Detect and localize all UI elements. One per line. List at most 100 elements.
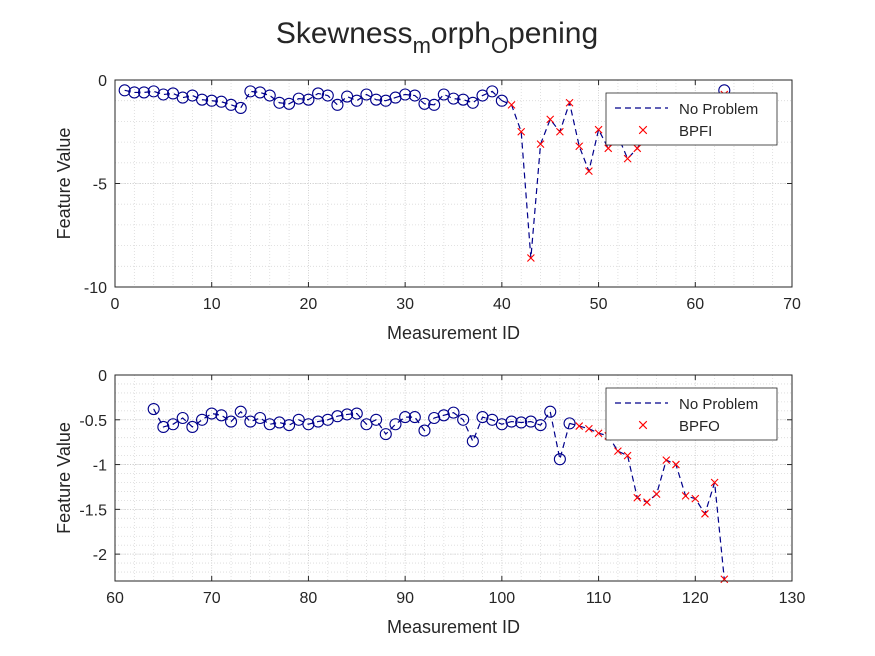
circle-marker: [341, 408, 354, 421]
circle-marker: [312, 87, 325, 100]
circle-marker: [399, 88, 412, 101]
circle-marker: [379, 428, 392, 441]
legend: No Problem BPFI: [605, 92, 778, 146]
circle-marker: [176, 411, 189, 425]
circle-marker: [244, 85, 257, 98]
circle-marker: [166, 418, 180, 431]
circle-marker: [137, 86, 151, 99]
circle-marker: [408, 89, 421, 102]
x-marker: [672, 460, 680, 469]
legend-box: [605, 387, 778, 441]
title-part-main: Skewness: [276, 17, 413, 50]
circle-marker: [215, 409, 228, 422]
x-tick-label: 40: [493, 296, 511, 313]
x-tick-label: 100: [489, 590, 516, 607]
x-marker: [575, 142, 584, 151]
legend-label-no-problem: No Problem: [679, 101, 758, 118]
x-tick-label: 0: [111, 296, 120, 313]
x-marker: [652, 490, 661, 499]
legend: No Problem BPFO: [605, 387, 778, 441]
circle-marker: [515, 416, 528, 429]
circle-marker: [283, 419, 296, 432]
x-tick-label: 60: [106, 590, 124, 607]
circle-marker: [563, 417, 576, 430]
series-line: [124, 89, 503, 109]
x-axis-label: Measurement ID: [387, 617, 520, 637]
circle-marker: [292, 413, 305, 426]
circle-marker: [360, 88, 373, 101]
x-marker: [507, 100, 516, 109]
circle-marker: [466, 96, 479, 109]
circle-marker: [370, 413, 383, 426]
x-tick-label: 50: [590, 296, 608, 313]
y-axis-label: Feature Value: [54, 128, 74, 240]
title-part-sub2: O: [491, 33, 508, 58]
y-tick-label: -1: [93, 458, 107, 475]
x-marker: [633, 493, 642, 502]
circle-marker: [186, 420, 199, 433]
circle-marker: [128, 86, 141, 99]
circle-marker: [312, 415, 325, 428]
y-tick-label: -5: [93, 177, 107, 194]
y-tick-label: -2: [93, 547, 107, 564]
y-tick-label: 0: [98, 73, 107, 90]
x-tick-label: 110: [586, 590, 612, 607]
y-tick-label: 0: [98, 368, 107, 385]
legend-label-fault: BPFO: [679, 418, 720, 435]
circle-marker: [331, 410, 344, 423]
x-marker: [720, 575, 729, 584]
circle-marker: [292, 92, 305, 105]
title-part-mid: orph: [431, 17, 491, 50]
x-marker: [594, 125, 603, 134]
circle-marker: [389, 418, 402, 431]
x-tick-label: 90: [396, 590, 414, 607]
circle-marker: [321, 89, 334, 102]
circle-marker: [147, 402, 160, 416]
y-tick-label: -0.5: [79, 413, 107, 430]
circle-marker: [408, 411, 421, 424]
circle-marker: [447, 92, 460, 105]
x-marker: [681, 492, 690, 500]
circle-marker: [205, 94, 218, 107]
figure-title: SkewnessmorphOpening: [276, 17, 598, 58]
circle-marker: [273, 96, 286, 109]
circle-marker: [534, 419, 547, 432]
circle-marker: [205, 407, 218, 420]
axes-box: [114, 374, 793, 582]
series-layer: [147, 402, 729, 584]
x-tick-label: 70: [783, 296, 801, 313]
circle-marker: [263, 89, 276, 102]
circle-marker: [486, 85, 499, 98]
legend-x-swatch: [638, 420, 648, 430]
x-marker: [575, 422, 584, 430]
legend-box: [605, 92, 778, 146]
x-marker: [555, 127, 564, 136]
x-marker: [536, 140, 545, 149]
circle-marker: [418, 97, 431, 110]
circle-marker: [225, 415, 238, 428]
x-tick-label: 20: [300, 296, 318, 313]
x-tick-label: 30: [396, 296, 414, 313]
title-part-end: pening: [508, 17, 598, 50]
title-part-sub1: m: [413, 33, 431, 58]
x-tick-label: 10: [203, 296, 221, 313]
circle-marker: [283, 97, 296, 110]
x-marker: [546, 115, 555, 124]
circle-marker: [360, 418, 373, 431]
x-marker: [614, 447, 622, 456]
circle-marker: [302, 93, 315, 106]
x-marker: [633, 144, 642, 153]
plot-top: 0 10 20 30 40 50 60 70 -10 -5 0 Measurement ID Featu…: [54, 73, 801, 343]
x-marker: [662, 456, 671, 464]
x-axis-label: Measurement ID: [387, 323, 520, 343]
legend-label-fault: BPFI: [679, 123, 712, 140]
x-tick-label: 70: [203, 590, 221, 607]
circle-marker: [118, 84, 131, 97]
x-marker: [623, 451, 632, 460]
circle-marker: [176, 91, 189, 104]
x-marker: [604, 144, 613, 153]
x-tick-label: 60: [686, 296, 704, 313]
x-marker: [643, 498, 651, 507]
legend-label-no-problem: No Problem: [679, 396, 758, 413]
